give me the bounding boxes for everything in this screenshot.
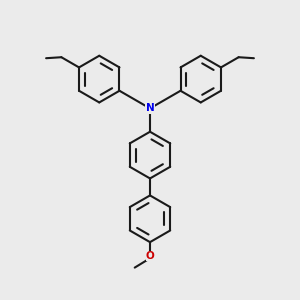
Text: N: N bbox=[146, 103, 154, 113]
Text: O: O bbox=[146, 251, 154, 261]
